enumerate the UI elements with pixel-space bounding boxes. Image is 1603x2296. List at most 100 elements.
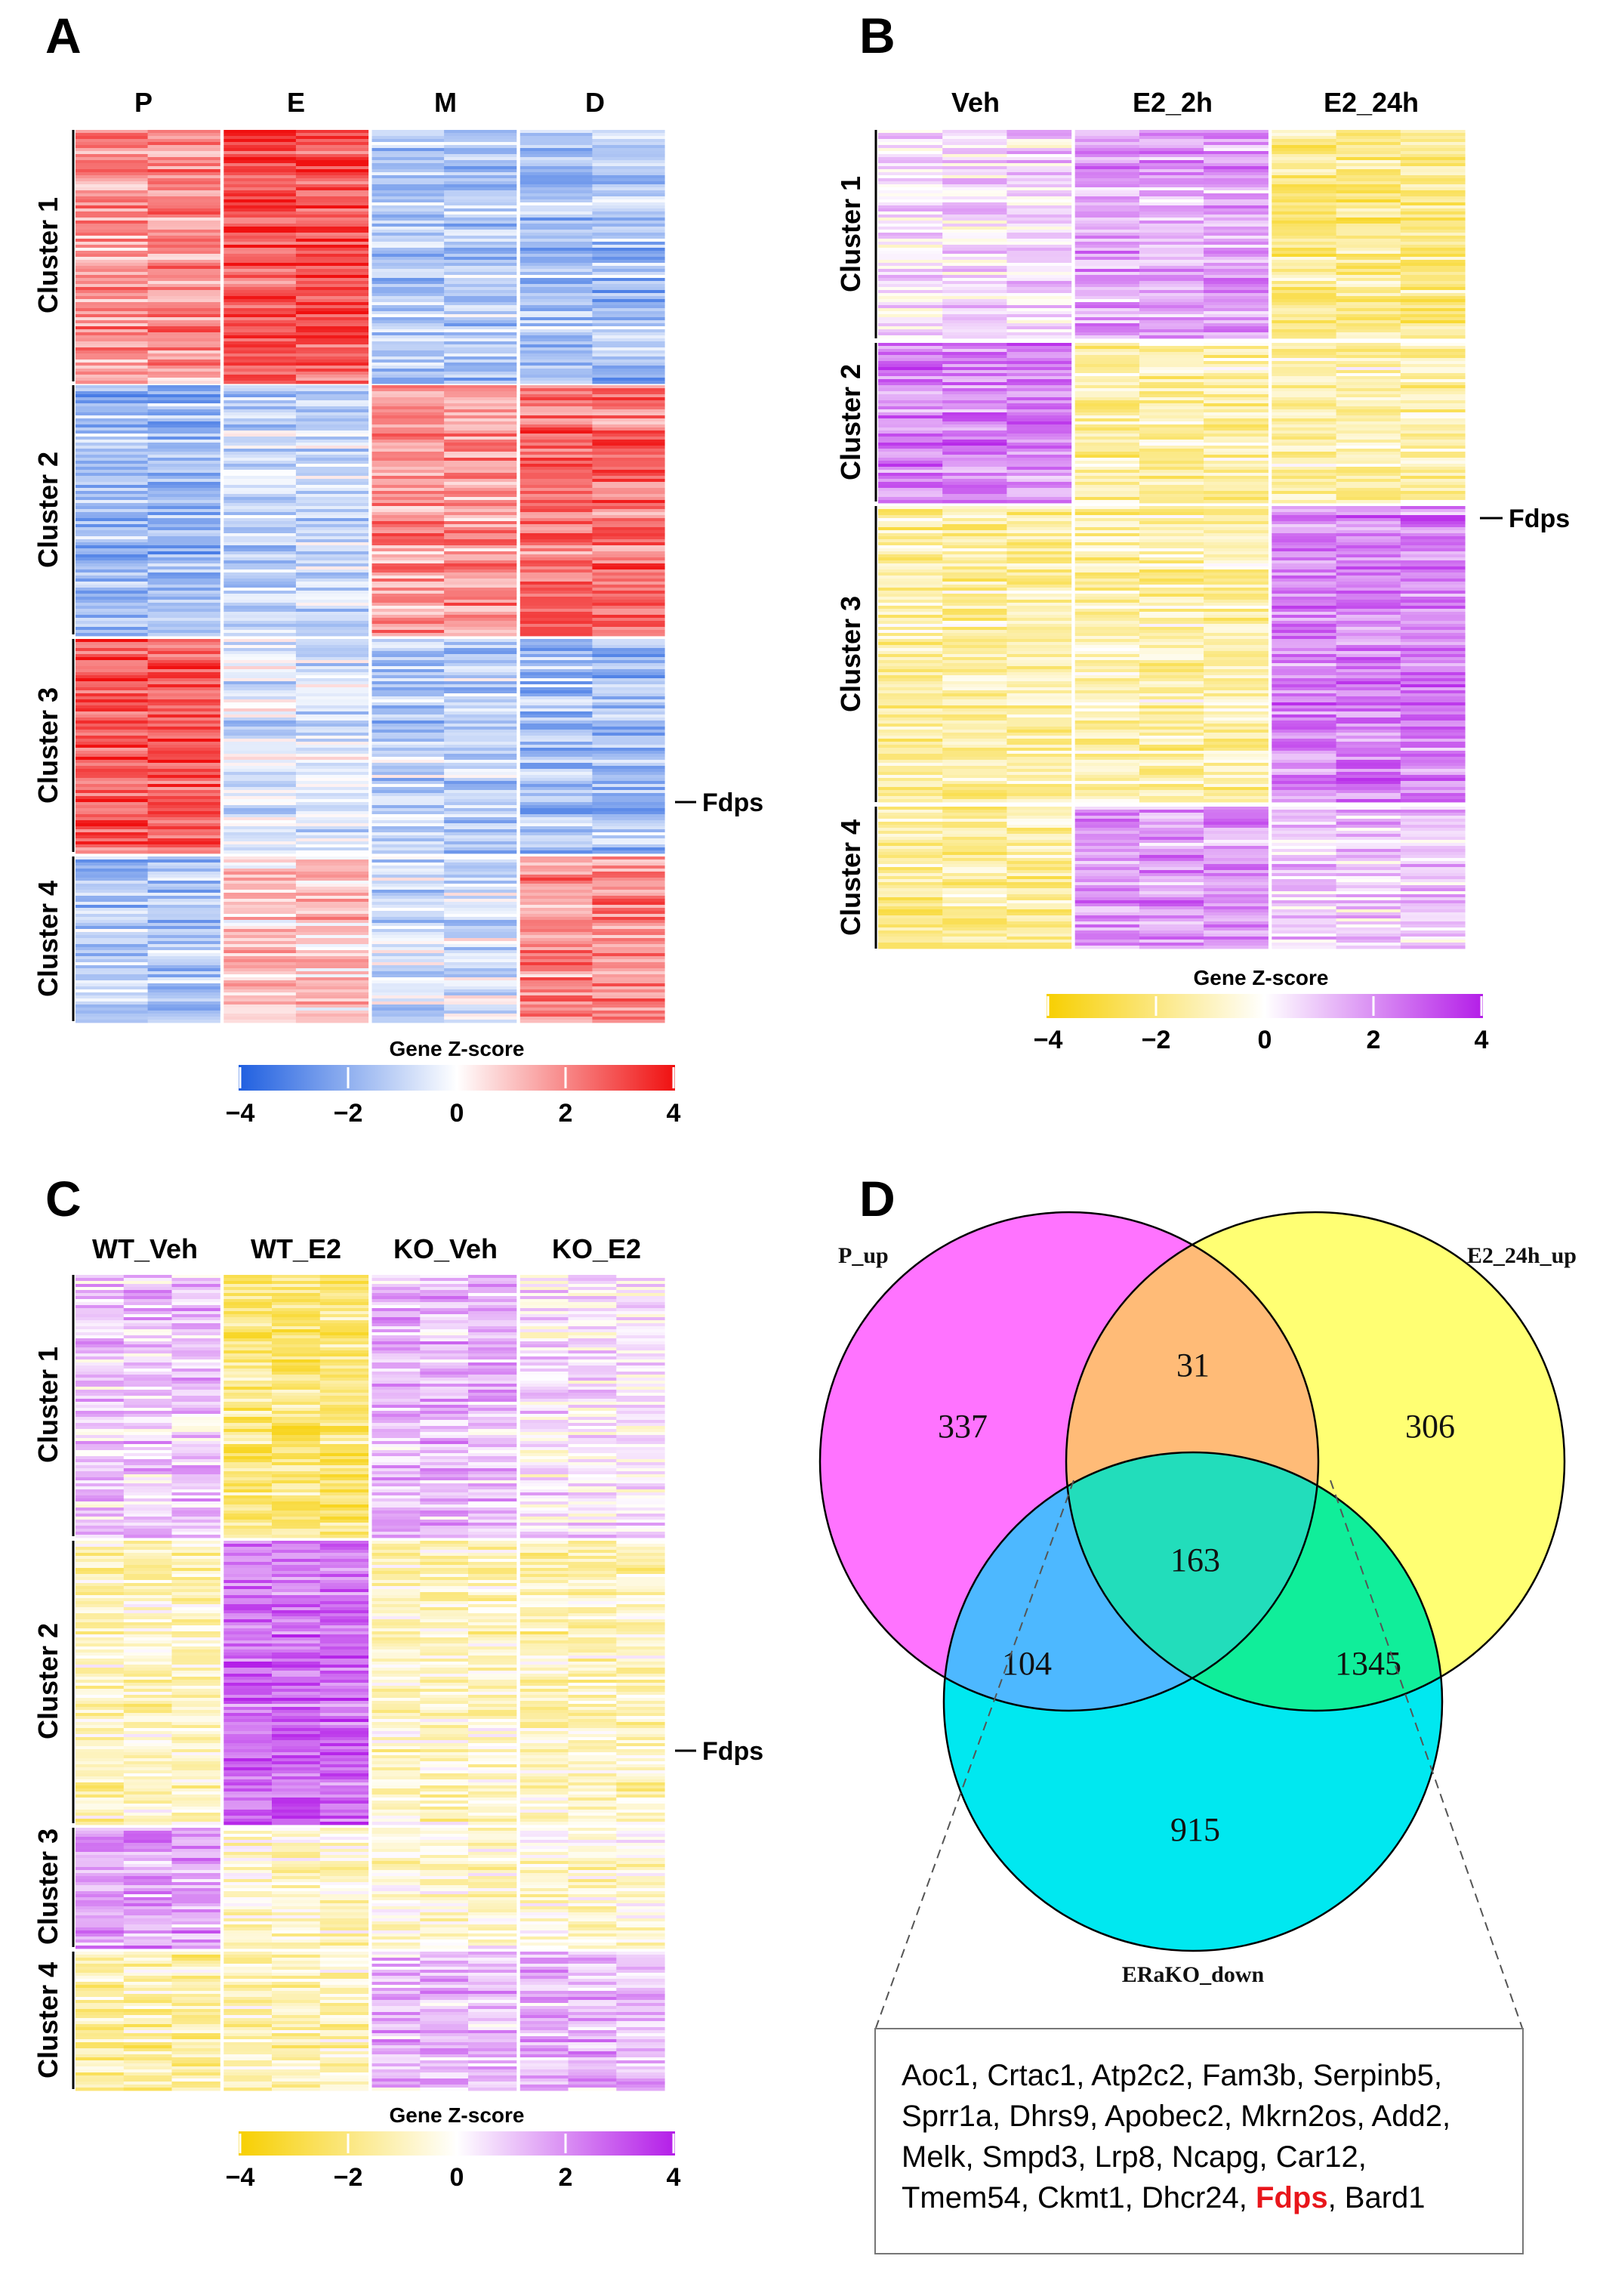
- heatmap-cell: [878, 927, 943, 931]
- heatmap-cell: [1400, 894, 1466, 898]
- heatmap-cell: [1336, 576, 1401, 579]
- heatmap-cell: [1204, 882, 1269, 886]
- heatmap-cell: [223, 437, 297, 440]
- heatmap-cell: [1074, 476, 1140, 480]
- heatmap-cell: [519, 863, 593, 866]
- heatmap-cell: [878, 409, 943, 413]
- heatmap-cell: [942, 245, 1007, 248]
- heatmap-cell: [1400, 154, 1466, 158]
- heatmap-cell: [295, 711, 369, 715]
- heatmap-cell: [878, 272, 943, 276]
- heatmap-cell: [1336, 394, 1401, 398]
- heatmap-cell: [371, 350, 445, 354]
- heatmap-cell: [1074, 218, 1140, 221]
- heatmap-cell: [592, 190, 665, 194]
- heatmap-cell: [1272, 187, 1337, 191]
- heatmap-cell: [147, 929, 220, 933]
- heatmap-cell: [1139, 236, 1204, 239]
- heatmap-cell: [371, 344, 445, 348]
- heatmap-cell: [1204, 721, 1269, 724]
- heatmap-cell: [1074, 775, 1140, 779]
- heatmap-cell: [942, 663, 1007, 667]
- heatmap-cell: [147, 464, 220, 468]
- heatmap-cell: [942, 627, 1007, 631]
- heatmap-cell: [1139, 515, 1204, 519]
- heatmap-cell: [444, 835, 517, 839]
- heatmap-cell: [1336, 934, 1401, 937]
- heatmap-cell: [878, 320, 943, 324]
- heatmap-cell: [1139, 754, 1204, 758]
- heatmap-cell: [223, 826, 297, 830]
- heatmap-cell: [1204, 690, 1269, 694]
- heatmap-cell: [878, 485, 943, 489]
- heatmap-cell: [1074, 418, 1140, 422]
- heatmap-cell: [1336, 816, 1401, 819]
- heatmap-cell: [878, 494, 943, 498]
- heatmap-cell: [1336, 858, 1401, 862]
- heatmap-cell: [1336, 391, 1401, 395]
- heatmap-cell: [1204, 163, 1269, 167]
- heatmap-cell: [371, 394, 445, 398]
- heatmap-cell: [444, 394, 517, 398]
- heatmap-cell: [1074, 603, 1140, 606]
- heatmap-cell: [371, 509, 445, 513]
- heatmap-cell: [147, 648, 220, 652]
- heatmap-cell: [147, 899, 220, 903]
- heatmap-cell: [223, 1302, 273, 1306]
- heatmap-cell: [942, 681, 1007, 685]
- heatmap-cell: [1336, 678, 1401, 682]
- heatmap-cell: [147, 400, 220, 404]
- heatmap-cell: [295, 790, 369, 794]
- heatmap-cell: [444, 760, 517, 764]
- panel-a-cluster-1: Cluster 1: [32, 197, 63, 313]
- heatmap-cell: [295, 645, 369, 649]
- heatmap-cell: [371, 190, 445, 194]
- heatmap-cell: [519, 920, 593, 924]
- heatmap-cell: [444, 388, 517, 392]
- heatmap-cell: [1336, 600, 1401, 603]
- heatmap-cell: [1139, 582, 1204, 585]
- heatmap-cell: [1139, 205, 1204, 209]
- heatmap-cell: [147, 808, 220, 812]
- heatmap-cell: [942, 633, 1007, 637]
- heatmap-cell: [592, 594, 665, 597]
- heatmap-cell: [1400, 849, 1466, 853]
- heatmap-cell: [942, 946, 1007, 949]
- heatmap-cell: [76, 512, 149, 516]
- heatmap-cell: [223, 660, 297, 664]
- heatmap-cell: [519, 684, 593, 688]
- heatmap-cell: [295, 763, 369, 767]
- heatmap-cell: [1006, 373, 1072, 377]
- heatmap-cell: [371, 835, 445, 839]
- heatmap-cell: [295, 151, 369, 155]
- heatmap-cell: [942, 248, 1007, 252]
- heatmap-cell: [1204, 515, 1269, 519]
- heatmap-cell: [942, 909, 1007, 913]
- heatmap-cell: [1139, 406, 1204, 410]
- heatmap-cell: [519, 941, 593, 945]
- heatmap-cell: [295, 409, 369, 413]
- panel-a-col-p: P: [134, 87, 153, 118]
- heatmap-cell: [123, 1299, 173, 1303]
- heatmap-cell: [147, 866, 220, 869]
- heatmap-cell: [878, 175, 943, 179]
- heatmap-cell: [1400, 843, 1466, 847]
- heatmap-cell: [371, 187, 445, 191]
- heatmap-cell: [519, 736, 593, 739]
- heatmap-cell: [444, 572, 517, 576]
- heatmap-cell: [223, 914, 297, 918]
- heatmap-cell: [1204, 245, 1269, 248]
- heatmap-cell: [878, 230, 943, 233]
- heatmap-cell: [592, 503, 665, 507]
- heatmap-cell: [1400, 317, 1466, 321]
- heatmap-cell: [568, 1296, 617, 1300]
- heatmap-cell: [592, 745, 665, 748]
- heatmap-cell: [371, 503, 445, 507]
- heatmap-cell: [1006, 918, 1072, 922]
- heatmap-cell: [223, 1317, 273, 1321]
- heatmap-cell: [1006, 284, 1072, 288]
- heatmap-cell: [76, 248, 149, 252]
- heatmap-cell: [1400, 864, 1466, 868]
- heatmap-cell: [295, 320, 369, 324]
- heatmap-cell: [147, 597, 220, 600]
